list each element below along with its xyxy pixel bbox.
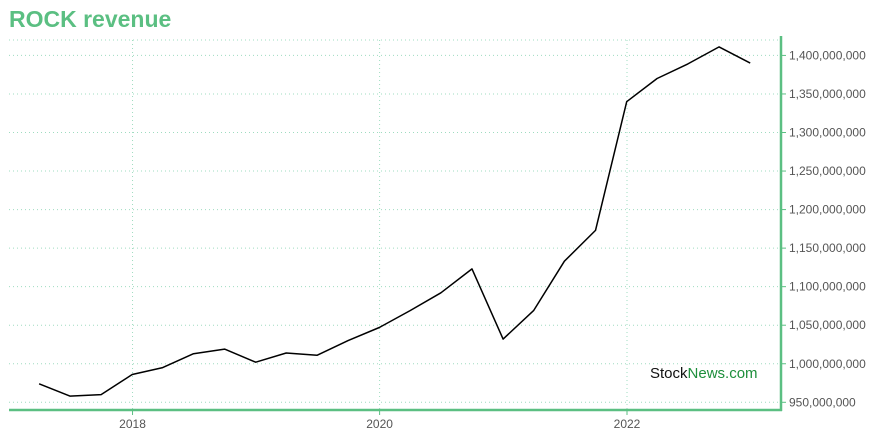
y-tick-label: 1,400,000,000 bbox=[789, 48, 866, 62]
y-tick-label: 1,150,000,000 bbox=[789, 241, 866, 255]
revenue-series-line bbox=[38, 46, 751, 397]
x-tick-label: 2020 bbox=[366, 417, 393, 431]
chart-title: ROCK revenue bbox=[9, 6, 172, 32]
y-tick-label: 1,050,000,000 bbox=[789, 318, 866, 332]
y-tick-label: 950,000,000 bbox=[789, 395, 856, 409]
y-tick-label: 1,000,000,000 bbox=[789, 357, 866, 371]
watermark-part-3: .com bbox=[725, 365, 758, 382]
watermark-part-2: News bbox=[687, 365, 726, 382]
y-tick-label: 1,100,000,000 bbox=[789, 280, 866, 294]
watermark-part-1: Stock bbox=[650, 365, 688, 382]
x-tick-label: 2018 bbox=[119, 417, 146, 431]
axes bbox=[9, 36, 786, 415]
y-tick-label: 1,250,000,000 bbox=[789, 164, 866, 178]
gridlines bbox=[9, 39, 781, 410]
series-layer bbox=[38, 46, 751, 397]
x-tick-label: 2022 bbox=[614, 417, 641, 431]
y-tick-label: 1,300,000,000 bbox=[789, 126, 866, 140]
stocknews-watermark: StockNews.com bbox=[650, 365, 758, 382]
tick-labels: 950,000,000 1,000,000,000 1,050,000,000 1,1… bbox=[119, 48, 866, 431]
y-tick-label: 1,200,000,000 bbox=[789, 203, 866, 217]
y-tick-label: 1,350,000,000 bbox=[789, 87, 866, 101]
